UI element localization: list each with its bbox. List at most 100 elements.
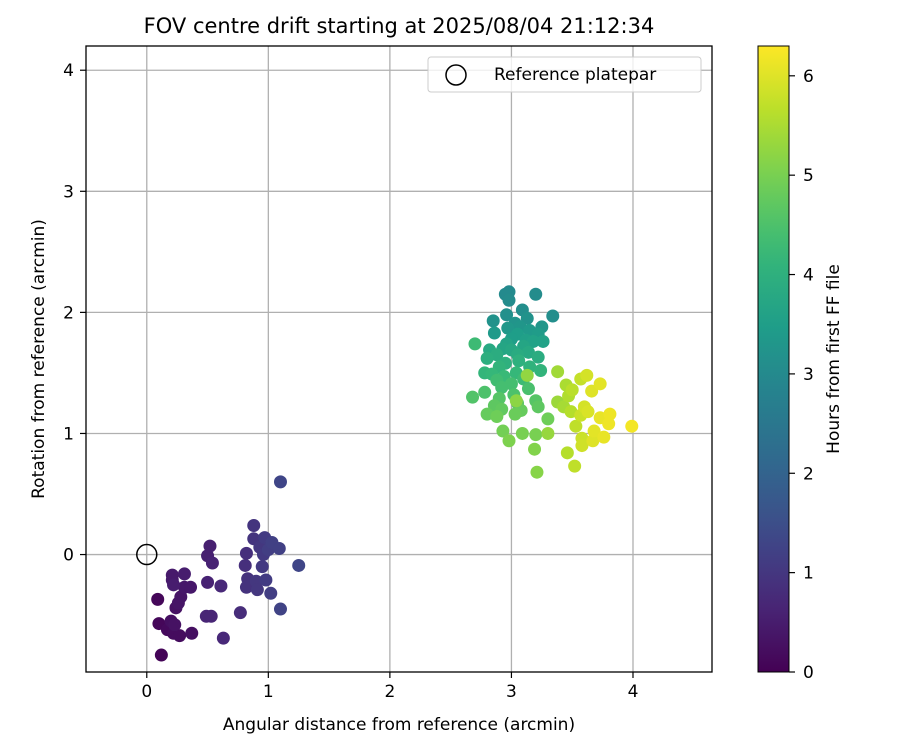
colorbar-tick-label: 3 (803, 365, 814, 385)
x-tick-label: 1 (263, 682, 274, 702)
data-point (185, 626, 199, 640)
colorbar-tick-label: 2 (803, 464, 814, 484)
data-point (233, 606, 247, 620)
colorbar-tick-label: 5 (803, 166, 814, 186)
data-point (541, 412, 555, 426)
data-point (575, 439, 589, 453)
x-axis-ticks: 0 1 2 3 4 (141, 672, 638, 702)
data-point (546, 309, 560, 323)
data-point (259, 573, 273, 587)
data-point (486, 314, 500, 328)
plot-frame (85, 45, 713, 673)
data-point (480, 407, 494, 421)
data-point (272, 541, 286, 555)
data-point (603, 407, 617, 421)
colorbar-label: Hours from first FF file (824, 264, 844, 454)
data-point (154, 648, 168, 662)
data-point (184, 580, 198, 594)
data-point (203, 539, 217, 553)
data-point (495, 380, 509, 394)
y-tick-label: 2 (63, 303, 74, 323)
data-point (273, 602, 287, 616)
colorbar-frame (757, 45, 790, 673)
data-point (541, 426, 555, 440)
data-point (173, 629, 187, 643)
data-point (587, 424, 601, 438)
data-point (205, 556, 219, 570)
data-point (177, 567, 191, 581)
data-point (264, 586, 278, 600)
data-point (168, 618, 182, 632)
data-points (151, 285, 639, 662)
data-point (509, 394, 523, 408)
y-tick-label: 4 (63, 61, 74, 81)
chart-title: FOV centre drift starting at 2025/08/04 … (144, 14, 655, 38)
legend: Reference platepar (427, 56, 702, 93)
data-point (508, 407, 522, 421)
data-point (502, 293, 516, 307)
data-point (531, 350, 545, 364)
data-point (520, 368, 534, 382)
colorbar-tick-label: 6 (803, 67, 814, 87)
data-point (167, 578, 181, 592)
legend-marker-icon (445, 64, 467, 86)
data-point (526, 334, 540, 348)
data-point (250, 583, 264, 597)
data-point (214, 579, 228, 593)
data-point (468, 337, 482, 351)
data-point (239, 580, 253, 594)
y-axis-label: Rotation from reference (arcmin) (29, 219, 49, 499)
x-tick-label: 4 (628, 682, 639, 702)
data-point (238, 558, 252, 572)
data-point (292, 558, 306, 572)
data-point (531, 400, 545, 414)
data-point (565, 383, 579, 397)
data-point (521, 382, 535, 396)
data-point (585, 384, 599, 398)
legend-box (427, 56, 702, 93)
y-axis-ticks: 0 1 2 3 4 (63, 61, 86, 566)
data-point (515, 426, 529, 440)
y-tick-label: 0 (63, 546, 74, 566)
colorbar: 0 1 2 3 4 5 6 Hours from first FF file (757, 45, 844, 683)
data-point (569, 419, 583, 433)
data-point (529, 428, 543, 442)
data-point (487, 326, 501, 340)
colorbar-gradient (758, 46, 789, 672)
y-tick-label: 3 (63, 182, 74, 202)
y-tick-label: 1 (63, 424, 74, 444)
legend-label: Reference platepar (494, 65, 656, 85)
data-point (466, 390, 480, 404)
data-point (478, 385, 492, 399)
data-point (502, 434, 516, 448)
colorbar-ticks: 0 1 2 3 4 5 6 (789, 67, 814, 683)
data-point (255, 560, 269, 574)
data-point (528, 442, 542, 456)
data-point (512, 354, 526, 368)
data-point (490, 410, 504, 424)
data-point (500, 308, 514, 322)
data-point (536, 334, 550, 348)
colorbar-tick-label: 4 (803, 266, 814, 286)
data-point (625, 419, 639, 433)
data-point (239, 546, 253, 560)
data-point (551, 365, 565, 379)
data-point (151, 592, 165, 606)
data-point (529, 287, 543, 301)
colorbar-tick-label: 0 (803, 663, 814, 683)
x-tick-label: 3 (506, 682, 517, 702)
data-point (597, 430, 611, 444)
data-point (496, 424, 510, 438)
data-point (534, 364, 548, 378)
data-point (201, 575, 215, 589)
x-tick-label: 2 (384, 682, 395, 702)
data-point (247, 518, 261, 532)
data-point (530, 465, 544, 479)
data-point (580, 368, 594, 382)
x-axis-label: Angular distance from reference (arcmin) (223, 715, 575, 735)
data-point (480, 351, 494, 365)
colorbar-tick-label: 1 (803, 564, 814, 584)
data-point (581, 405, 595, 419)
